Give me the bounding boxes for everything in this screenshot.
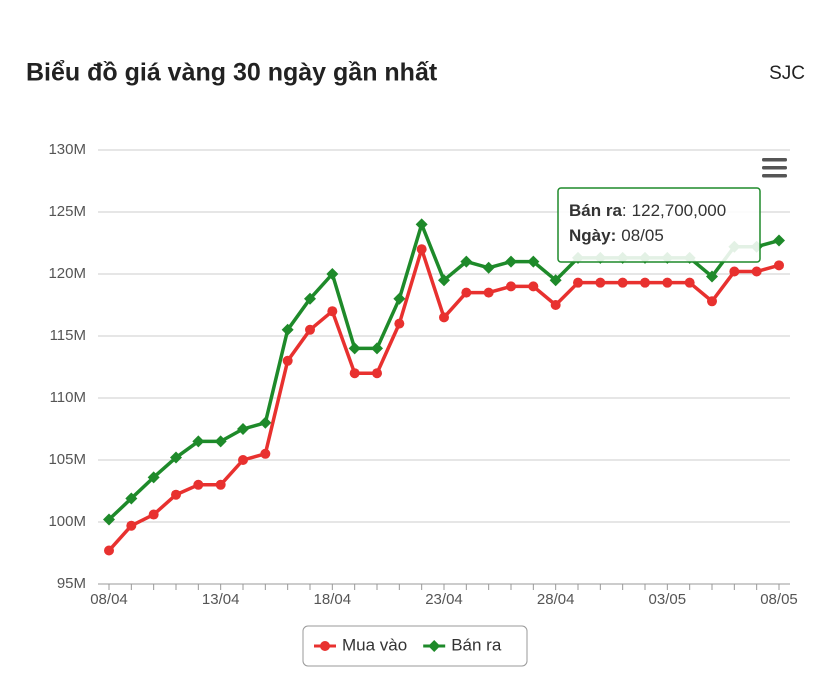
point — [550, 300, 561, 310]
series-line — [107, 222, 780, 521]
legend-item[interactable]: Mua vào — [314, 635, 407, 654]
tooltip: Bán ra: 122,700,000 Ngày: 08/05 — [557, 187, 761, 263]
point — [528, 281, 539, 292]
tooltip-text: Bán ra — [569, 201, 622, 220]
point — [640, 277, 650, 288]
y-tick-label: 100M — [48, 513, 86, 530]
menu-bar — [762, 158, 787, 162]
point — [662, 277, 673, 288]
y-tick-label: 120M — [48, 265, 86, 282]
point — [416, 244, 427, 255]
point — [460, 255, 473, 268]
point — [193, 479, 204, 490]
point — [170, 451, 182, 464]
x-tick-label: 18/04 — [314, 591, 352, 608]
point — [259, 416, 272, 429]
x-tick-label: 23/04 — [425, 591, 463, 608]
point — [527, 255, 540, 268]
tooltip-text: : — [622, 201, 627, 220]
point — [439, 312, 449, 323]
tooltip-box — [557, 187, 761, 263]
point — [751, 266, 762, 277]
point — [327, 306, 338, 317]
menu-bar — [762, 174, 787, 178]
point — [126, 520, 137, 531]
point — [773, 234, 785, 247]
y-tick-label: 115M — [50, 327, 86, 344]
point — [595, 277, 606, 288]
legend-box — [302, 625, 528, 667]
legend-label: Mua vào — [342, 635, 407, 654]
point — [148, 509, 159, 520]
series — [103, 218, 785, 526]
y-tick-label: 105M — [48, 451, 86, 468]
y-tick-label: 130M — [48, 141, 86, 158]
point — [238, 455, 248, 465]
point — [729, 266, 740, 277]
point — [706, 270, 718, 283]
x-tick-label: 08/05 — [760, 591, 798, 608]
point — [573, 277, 583, 288]
point — [415, 218, 428, 231]
x-tick-label: 28/04 — [537, 591, 575, 608]
point — [393, 292, 406, 305]
tooltip-text: Ngày: — [569, 226, 616, 245]
x-tick-label: 03/05 — [649, 591, 687, 608]
legend-item[interactable]: Bán ra — [423, 635, 502, 654]
point — [684, 277, 695, 288]
series — [104, 244, 784, 556]
tooltip-text: 08/05 — [621, 226, 664, 245]
chart-title: Biểu đồ giá vàng 30 ngày gần nhất — [26, 59, 438, 87]
point — [506, 281, 516, 292]
point — [326, 268, 339, 280]
point — [260, 448, 271, 459]
point — [349, 368, 360, 379]
point — [282, 355, 293, 366]
point — [104, 545, 114, 556]
series-line — [107, 247, 780, 552]
y-tick-label: 95M — [57, 575, 86, 592]
point — [372, 368, 382, 379]
point — [171, 489, 181, 500]
point — [707, 296, 717, 307]
x-tick-label: 13/04 — [202, 591, 240, 608]
menu-button[interactable] — [758, 154, 790, 184]
y-tick-label: 110M — [50, 389, 86, 406]
point — [147, 471, 160, 484]
point — [214, 435, 227, 448]
point — [304, 292, 316, 305]
point — [192, 435, 205, 448]
point — [617, 277, 628, 288]
menu-bar — [762, 166, 787, 170]
legend-marker — [428, 640, 441, 652]
point — [482, 261, 495, 274]
x-tick-label: 08/04 — [90, 591, 128, 608]
point — [371, 342, 383, 355]
point — [461, 287, 472, 298]
point — [215, 479, 226, 490]
tooltip-text: 122,700,000 — [632, 201, 727, 220]
legend-marker — [320, 641, 330, 651]
point — [505, 255, 517, 268]
legend: Mua vào Bán ra — [302, 625, 528, 667]
point — [125, 492, 138, 505]
point — [237, 423, 249, 435]
point — [394, 318, 405, 329]
legend-label: Bán ra — [451, 635, 502, 654]
chart-subtitle: SJC — [769, 63, 805, 84]
point — [103, 513, 115, 526]
tooltip-line: Ngày: 08/05 — [569, 226, 664, 245]
point — [348, 342, 361, 355]
point — [549, 274, 562, 287]
point — [483, 287, 494, 298]
point — [305, 324, 315, 335]
point — [438, 274, 450, 287]
point — [281, 323, 294, 336]
point — [774, 260, 784, 271]
y-tick-label: 125M — [48, 203, 86, 220]
plot-area: 95M 100M 105M 110M 115M 120M 125M 130M 08/04 13/0… — [48, 141, 797, 608]
tooltip-line: Bán ra: 122,700,000 — [569, 201, 726, 220]
